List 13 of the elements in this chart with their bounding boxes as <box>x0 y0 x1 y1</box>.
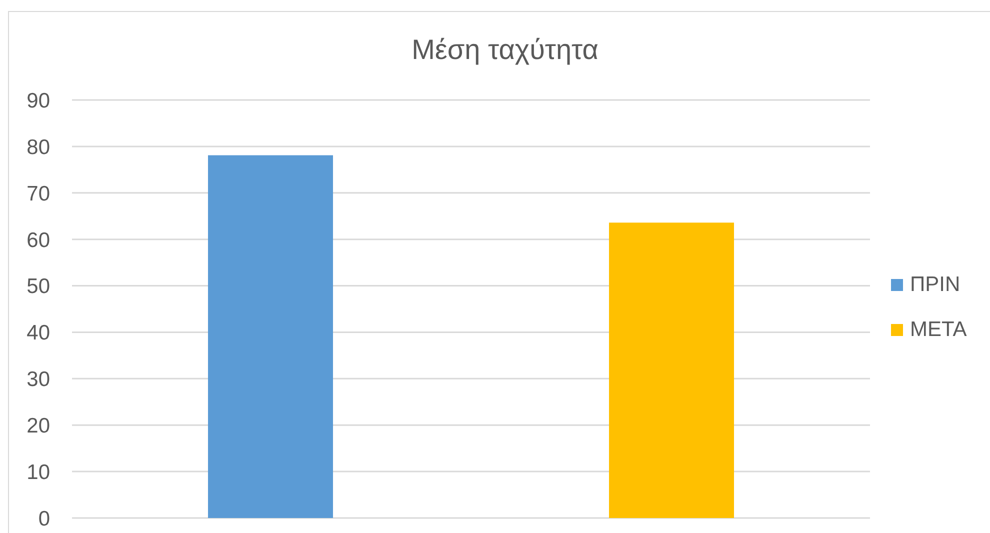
y-tick-label: 40 <box>26 322 50 345</box>
y-tick-label: 30 <box>26 368 50 392</box>
legend-label: ΜΕΤΑ <box>910 318 967 342</box>
chart-title: Μέση ταχύτητα <box>410 33 600 67</box>
y-tick-label: 50 <box>26 275 50 298</box>
legend-label: ΠΡΙΝ <box>910 272 960 296</box>
y-tick-label: 20 <box>26 414 50 438</box>
y-tick-label: 10 <box>26 461 50 484</box>
y-tick-label: 60 <box>26 228 50 252</box>
y-tick-label: 70 <box>26 182 50 206</box>
y-tick-label: 90 <box>26 89 50 112</box>
y-tick-label: 80 <box>26 136 50 159</box>
y-tick-label: 0 <box>38 507 50 530</box>
